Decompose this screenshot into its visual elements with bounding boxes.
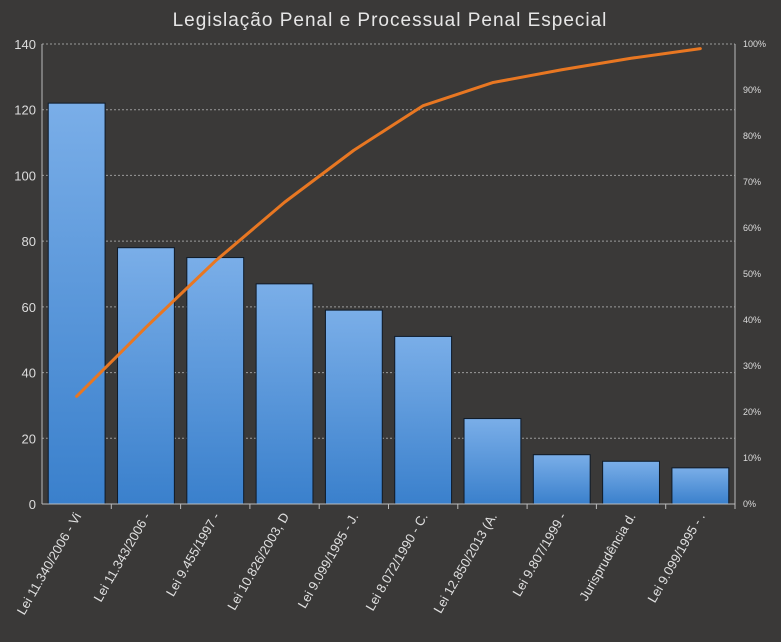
x-tick-label: Lei 9.455/1997 - [163,510,223,599]
cumulative-line [75,47,702,398]
y2-tick-label: 40% [743,315,761,325]
chart-title: Legislação Penal e Processual Penal Espe… [173,10,608,31]
bar [47,102,106,505]
y-axis-ticks: 0 20 40 60 80 100 120 140 [14,37,36,512]
bar [394,335,453,505]
x-tick-label: Lei 12.850/2013 (A. [430,510,500,616]
x-tick-label: Lei 9.099/1995 - . [644,510,708,605]
y2-tick-label: 20% [743,407,761,417]
y2-tick-label: 80% [743,131,761,141]
axes [41,44,736,509]
y-tick-label: 120 [14,103,36,118]
y2-tick-label: 0% [743,499,756,509]
y2-tick-label: 10% [743,453,761,463]
y2-tick-label: 60% [743,223,761,233]
secondary-y-axis-ticks: 0% 10% 20% 30% 40% 50% 60% 70% 80% 90% 100% [743,39,766,509]
x-axis-ticks: Lei 11.340/2006 - Vi Lei 11.343/2006 - Lei… [14,510,708,617]
y2-tick-label: 30% [743,361,761,371]
x-tick-label: Lei 9.807/1999 - [509,510,569,599]
x-tick-label: Lei 8.072/1990 - C. [362,510,430,613]
bar [671,467,730,505]
gridlines [42,43,735,439]
bar [255,283,314,505]
y-tick-label: 60 [22,300,36,315]
x-tick-label: Lei 9.099/1995 - J. [295,510,362,611]
y2-tick-label: 90% [743,85,761,95]
bar [324,309,383,505]
bar [463,418,522,505]
cumulative-line-series [75,47,702,398]
x-tick-label: Lei 11.343/2006 - [90,510,153,604]
y-tick-label: 80 [22,234,36,249]
bar [602,460,660,505]
y-tick-label: 0 [29,497,36,512]
y-tick-label: 100 [14,168,36,183]
y-tick-label: 140 [14,37,36,52]
x-tick-label: Lei 11.340/2006 - Vi [14,510,85,617]
y2-tick-label: 70% [743,177,761,187]
y-tick-label: 40 [22,366,36,381]
bar-series [47,102,730,505]
bar [117,247,175,505]
y2-tick-label: 50% [743,269,761,279]
y-tick-label: 20 [22,431,36,446]
x-tick-label: Lei 10.826/2003, D [224,510,292,613]
bar [532,454,591,505]
y2-tick-label: 100% [743,39,766,49]
x-tick-label: Jurisprudência d. [576,510,638,603]
bar [186,257,245,505]
